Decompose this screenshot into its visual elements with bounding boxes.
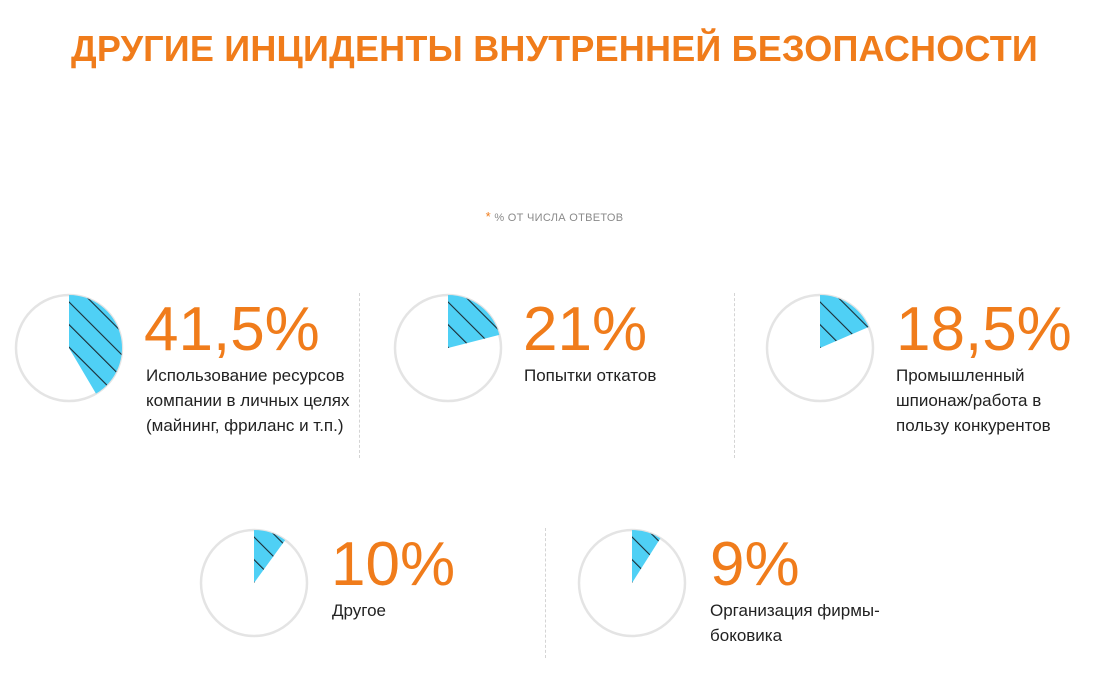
- stat-label: Другое: [332, 601, 387, 620]
- stat-item: 18,5% Промышленный шпионаж/работа в поль…: [765, 293, 1100, 463]
- stat-value: 10%: [331, 530, 456, 599]
- stat-label: Организация фирмы-боковика: [710, 601, 880, 645]
- stat-item: 9% Организация фирмы-боковика: [577, 528, 897, 668]
- stat-value: 18,5%: [896, 295, 1072, 364]
- stat-value: 21%: [523, 295, 648, 364]
- stat-label: Использование ресурсов компании в личных…: [146, 366, 350, 435]
- footnote-asterisk: *: [485, 209, 491, 224]
- pie-chart: [199, 528, 309, 638]
- footnote-text: % ОТ ЧИСЛА ОТВЕТОВ: [494, 212, 624, 224]
- stat-value: 9%: [710, 530, 800, 599]
- stat-label: Промышленный шпионаж/работа в пользу кон…: [896, 366, 1051, 435]
- stat-item: 41,5% Использование ресурсов компании в …: [14, 293, 354, 463]
- pie-slice: [69, 295, 122, 394]
- page-title: ДРУГИЕ ИНЦИДЕНТЫ ВНУТРЕННЕЙ БЕЗОПАСНОСТИ: [70, 28, 1038, 69]
- stat-item: 10% Другое: [199, 528, 519, 668]
- footnote: * % ОТ ЧИСЛА ОТВЕТОВ: [0, 209, 1109, 224]
- pie-slice: [448, 295, 500, 348]
- pie-slice: [254, 530, 286, 583]
- stat-value: 41,5%: [144, 295, 320, 364]
- pie-chart: [765, 293, 875, 403]
- column-divider: [734, 293, 735, 458]
- column-divider: [359, 293, 360, 458]
- pie-chart: [14, 293, 124, 403]
- pie-slice: [632, 530, 661, 583]
- pie-chart: [577, 528, 687, 638]
- pie-chart: [393, 293, 503, 403]
- stat-item: 21% Попытки откатов: [393, 293, 723, 463]
- pie-slice: [820, 295, 869, 348]
- column-divider: [545, 528, 546, 658]
- stat-label: Попытки откатов: [524, 366, 657, 385]
